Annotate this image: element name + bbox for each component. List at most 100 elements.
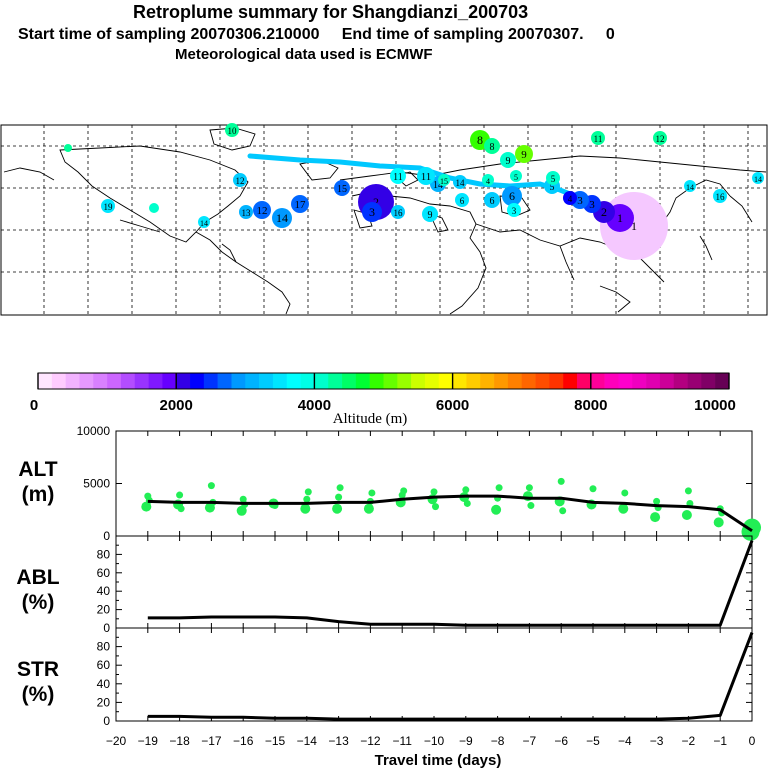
colorbar-swatch [411, 373, 426, 389]
x-tick-label: −8 [491, 734, 505, 748]
plume-cluster-dot [225, 123, 239, 137]
colorbar-swatch [590, 373, 605, 389]
colorbar-swatch [162, 373, 177, 389]
altitude-scatter-point [527, 502, 535, 510]
plume-cluster-label: 11 [421, 171, 432, 183]
colorbar-swatch [314, 373, 329, 389]
altitude-scatter-point [400, 487, 408, 495]
plume-cluster-dot [438, 174, 450, 186]
series-line-alt [147, 494, 753, 533]
plume-cluster-label: 5 [551, 174, 556, 184]
panel-label: STR [17, 658, 59, 681]
colorbar-swatch [521, 373, 536, 389]
x-tick-label: −1 [713, 734, 727, 748]
plume-cluster-label: 12 [656, 134, 665, 144]
plume-cluster-dot [484, 138, 500, 154]
plume-cluster-label: 16 [716, 192, 726, 202]
colorbar-swatch [79, 373, 94, 389]
y-tick-label: 10000 [77, 424, 111, 438]
plume-cluster-label: 14 [200, 219, 208, 228]
y-tick-label: 5000 [83, 477, 110, 491]
panel-frame [115, 627, 753, 722]
colorbar-swatch [494, 373, 509, 389]
colorbar-swatch [687, 373, 702, 389]
x-tick-label: −6 [554, 734, 568, 748]
colorbar-swatch [438, 373, 453, 389]
plume-cluster-label: 2 [601, 205, 607, 219]
altitude-scatter-point [463, 499, 471, 507]
x-tick-label: −3 [650, 734, 664, 748]
colorbar-tick-label: 4000 [298, 397, 331, 414]
y-tick-label: 80 [97, 640, 111, 654]
colorbar-swatch [286, 373, 301, 389]
altitude-scatter-point [207, 482, 215, 490]
colorbar-tick-label: 8000 [574, 397, 607, 414]
altitude-scatter-point [332, 503, 343, 514]
altitude-scatter-point [236, 505, 247, 516]
plume-cluster-label: 12 [236, 176, 245, 186]
colorbar-swatch [576, 373, 592, 389]
plume-cluster-label: 3 [512, 206, 517, 216]
y-tick-label: 40 [97, 584, 111, 598]
altitude-scatter-point [430, 488, 438, 496]
altitude-scatter-point [681, 510, 692, 520]
x-tick-label: −18 [169, 734, 190, 748]
x-tick-label: −19 [138, 734, 159, 748]
plume-clusters: 1123345566699881414111123151714121312101… [64, 123, 764, 260]
plume-cluster-label: 4 [568, 194, 573, 204]
plume-cluster-label: 5 [514, 173, 518, 182]
plume-cluster-label: 6 [460, 196, 465, 206]
x-tick-label: −2 [682, 734, 696, 748]
y-tick-label: 0 [103, 529, 110, 543]
panel-alt: 0 5000 10000 ALT(m) [18, 424, 761, 543]
y-tick-label: 60 [97, 658, 111, 672]
coastline [351, 191, 487, 315]
altitude-scatter-point [336, 484, 344, 492]
altitude-scatter-point [335, 493, 343, 501]
altitude-scatter-point [368, 489, 376, 497]
colorbar-swatch [231, 373, 246, 389]
plume-cluster-dot [362, 202, 382, 222]
plume-cluster-label: 8 [477, 133, 483, 147]
colorbar-swatch [107, 373, 122, 389]
plume-cluster-dot [653, 131, 667, 145]
colorbar-swatch [217, 373, 232, 389]
plume-cluster-label: 14 [754, 175, 762, 184]
x-tick-label: −11 [392, 734, 412, 748]
plume-cluster-dot [272, 208, 292, 228]
plume-cluster-dot [453, 175, 467, 189]
plume-cluster-label: 14 [433, 180, 443, 191]
plume-cluster-label: 3 [369, 205, 375, 219]
panel-str: 0 20 40 60 80 STR(%) [17, 627, 754, 728]
y-tick-label: 0 [103, 621, 110, 635]
altitude-scatter-point [363, 503, 374, 514]
colorbar-swatch [148, 373, 163, 389]
coastline [119, 219, 161, 233]
x-axis-label: Travel time (days) [375, 752, 502, 768]
colorbar-swatch [383, 373, 398, 389]
plume-cluster-dot [455, 193, 469, 207]
plume-cluster-label: 15 [337, 184, 347, 195]
plume-cluster-dot [507, 203, 521, 217]
plume-cluster-dot [334, 180, 350, 196]
colorbar-swatch [715, 373, 730, 389]
plume-cluster-dot [510, 170, 522, 182]
plume-cluster-dot [484, 192, 500, 208]
colorbar-swatch [203, 373, 218, 389]
plume-cluster-label: 6 [509, 189, 515, 203]
plume-cluster-dot [233, 173, 247, 187]
sampling-time-subtitle: Start time of sampling 20070306.210000 E… [18, 26, 615, 43]
plume-cluster-label: 16 [394, 208, 404, 218]
altitude-scatter-point [621, 489, 629, 497]
plume-cluster-label: 9 [506, 156, 511, 167]
altitude-scatter-point [303, 495, 311, 503]
altitude-scatter-point [525, 484, 533, 492]
colorbar-swatch [272, 373, 288, 389]
x-tick-label: −4 [618, 734, 632, 748]
plume-cluster-label: 1 [617, 211, 623, 225]
plume-cluster-label: 11 [393, 172, 403, 183]
altitude-scatter-point [618, 503, 629, 514]
coastline [699, 235, 713, 261]
colorbar-swatch [190, 373, 205, 389]
